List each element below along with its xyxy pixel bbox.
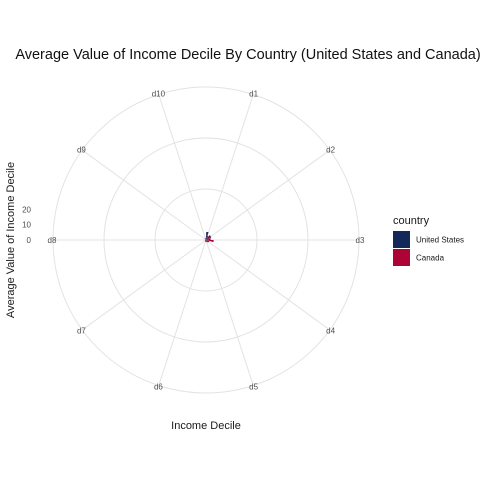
grid-spoke: [206, 240, 253, 386]
grid-spoke: [159, 240, 206, 386]
chart-title: Average Value of Income Decile By Countr…: [15, 47, 480, 63]
legend-key: [393, 249, 410, 266]
y-axis-title: Average Value of Income Decile: [5, 162, 17, 318]
legend: country United States Canada: [393, 215, 464, 266]
legend-label: United States: [416, 236, 464, 245]
grid-spoke: [206, 240, 330, 330]
category-label: d5: [249, 382, 258, 391]
category-label: d10: [152, 90, 166, 99]
category-label: d7: [77, 327, 86, 336]
grid-spoke: [82, 240, 206, 330]
category-label: d2: [326, 145, 335, 154]
category-label: d8: [48, 236, 57, 245]
grid-spoke: [159, 94, 206, 240]
x-axis-title: Income Decile: [171, 420, 241, 432]
category-label: d6: [154, 382, 163, 391]
radial-tick-label: 20: [22, 205, 31, 214]
legend-key: [393, 231, 410, 248]
legend-label: Canada: [416, 254, 445, 263]
category-label: d1: [249, 90, 258, 99]
grid-spoke: [82, 150, 206, 240]
grid-spoke: [206, 150, 330, 240]
legend-title: country: [393, 215, 430, 227]
category-label: d4: [326, 327, 335, 336]
category-label: d9: [77, 145, 86, 154]
grid-spoke: [206, 94, 253, 240]
radial-tick-label: 0: [27, 236, 32, 245]
radial-tick-label: 10: [22, 221, 31, 230]
bars-layer: [205, 232, 214, 243]
category-label: d3: [356, 236, 365, 245]
